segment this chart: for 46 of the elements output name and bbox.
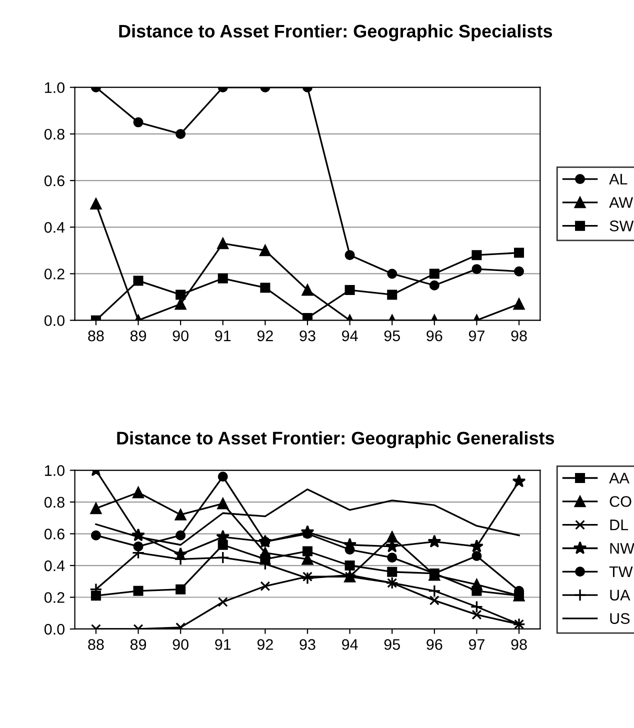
- legend-label: CO: [610, 496, 632, 507]
- y-tick-label: 0.8: [44, 496, 64, 508]
- x-tick-label: 91: [215, 330, 231, 342]
- legend-label: DL: [610, 520, 628, 530]
- x-tick-label: 92: [257, 330, 273, 342]
- x-tick-label: 98: [511, 330, 527, 342]
- x-tick-label: 94: [342, 330, 358, 342]
- legend-label: AW: [609, 197, 634, 208]
- x-tick-label: 96: [426, 639, 442, 650]
- x-tick-label: 95: [384, 639, 400, 650]
- x-tick-label: 89: [130, 639, 146, 650]
- x-tick-label: 88: [88, 639, 104, 650]
- legend-label: AA: [609, 472, 630, 484]
- x-tick-label: 97: [468, 330, 484, 342]
- x-tick-label: 92: [257, 639, 273, 650]
- y-tick-label: 0.4: [44, 222, 65, 233]
- chart-title: Distance to Asset Frontier: Geographic Generalists: [117, 431, 554, 448]
- x-tick-label: 93: [300, 639, 316, 650]
- y-tick-label: 0.8: [44, 128, 64, 140]
- y-tick-label: 1.0: [45, 465, 64, 476]
- legend-label: UA: [610, 590, 630, 601]
- x-tick-label: 97: [468, 639, 484, 650]
- legend-label: AL: [609, 174, 628, 184]
- x-tick-label: 89: [130, 330, 146, 342]
- legend-label: US: [610, 613, 630, 624]
- y-tick-label: 0.2: [44, 268, 64, 280]
- x-tick-label: 90: [172, 639, 188, 650]
- x-tick-label: 88: [88, 330, 104, 342]
- x-tick-label: 91: [215, 639, 231, 650]
- x-tick-label: 95: [384, 330, 400, 342]
- x-tick-label: 90: [172, 330, 188, 342]
- y-tick-label: 0.0: [44, 624, 64, 635]
- legend-label: SW: [610, 220, 634, 232]
- x-tick-label: 94: [342, 639, 358, 650]
- y-tick-label: 0.0: [44, 315, 64, 326]
- chart-title: Distance to Asset Frontier: Geographic Specialists: [119, 24, 552, 42]
- legend-label: TW: [609, 566, 633, 577]
- legend-label: NW: [610, 543, 634, 554]
- x-tick-label: 93: [300, 330, 316, 342]
- y-tick-label: 0.6: [44, 175, 64, 186]
- y-tick-label: 1.0: [45, 82, 64, 94]
- y-tick-label: 0.4: [44, 560, 65, 572]
- y-tick-label: 0.2: [44, 592, 64, 603]
- y-tick-label: 0.6: [44, 528, 64, 540]
- x-tick-label: 98: [511, 639, 527, 650]
- x-tick-label: 96: [426, 330, 442, 342]
